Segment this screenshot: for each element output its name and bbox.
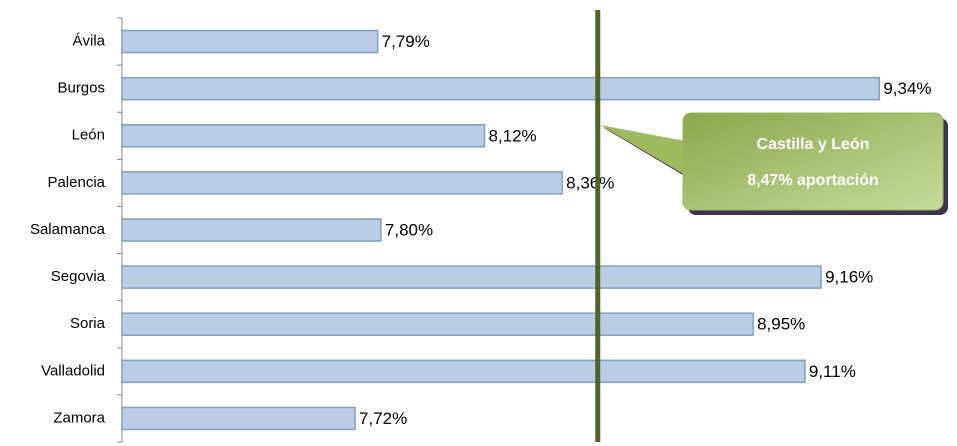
callout-label: 8,47% aportación <box>747 172 879 189</box>
category-label: Ávila <box>72 33 105 50</box>
bar <box>121 359 806 384</box>
category-label: Valladolid <box>41 362 105 379</box>
value-label: 7,79% <box>382 32 430 51</box>
value-label: 7,72% <box>359 409 407 428</box>
bar <box>121 124 486 148</box>
category-label: Burgos <box>57 80 105 97</box>
callout-pointer <box>600 125 685 175</box>
category-label: Segovia <box>51 268 106 285</box>
value-label: 7,80% <box>385 220 433 239</box>
bar <box>121 312 754 336</box>
bar <box>121 218 382 242</box>
value-label: 8,36% <box>566 173 614 192</box>
category-label: León <box>72 127 105 144</box>
bar <box>121 76 881 101</box>
category-label: Soria <box>70 315 106 332</box>
callout-title: Castilla y León <box>757 136 870 153</box>
value-label: 9,11% <box>809 362 856 381</box>
category-label: Palencia <box>47 174 105 191</box>
value-label: 8,12% <box>488 126 536 145</box>
bar <box>121 265 822 289</box>
callout-box <box>682 112 944 211</box>
bar <box>121 29 379 54</box>
bar <box>121 406 356 431</box>
value-label: 9,34% <box>883 79 931 98</box>
value-label: 8,95% <box>757 315 805 334</box>
category-label: Salamanca <box>30 221 106 238</box>
callout-shadow <box>604 128 688 178</box>
category-label: Zamora <box>53 409 105 426</box>
bar <box>121 171 563 195</box>
value-label: 9,16% <box>825 268 873 287</box>
